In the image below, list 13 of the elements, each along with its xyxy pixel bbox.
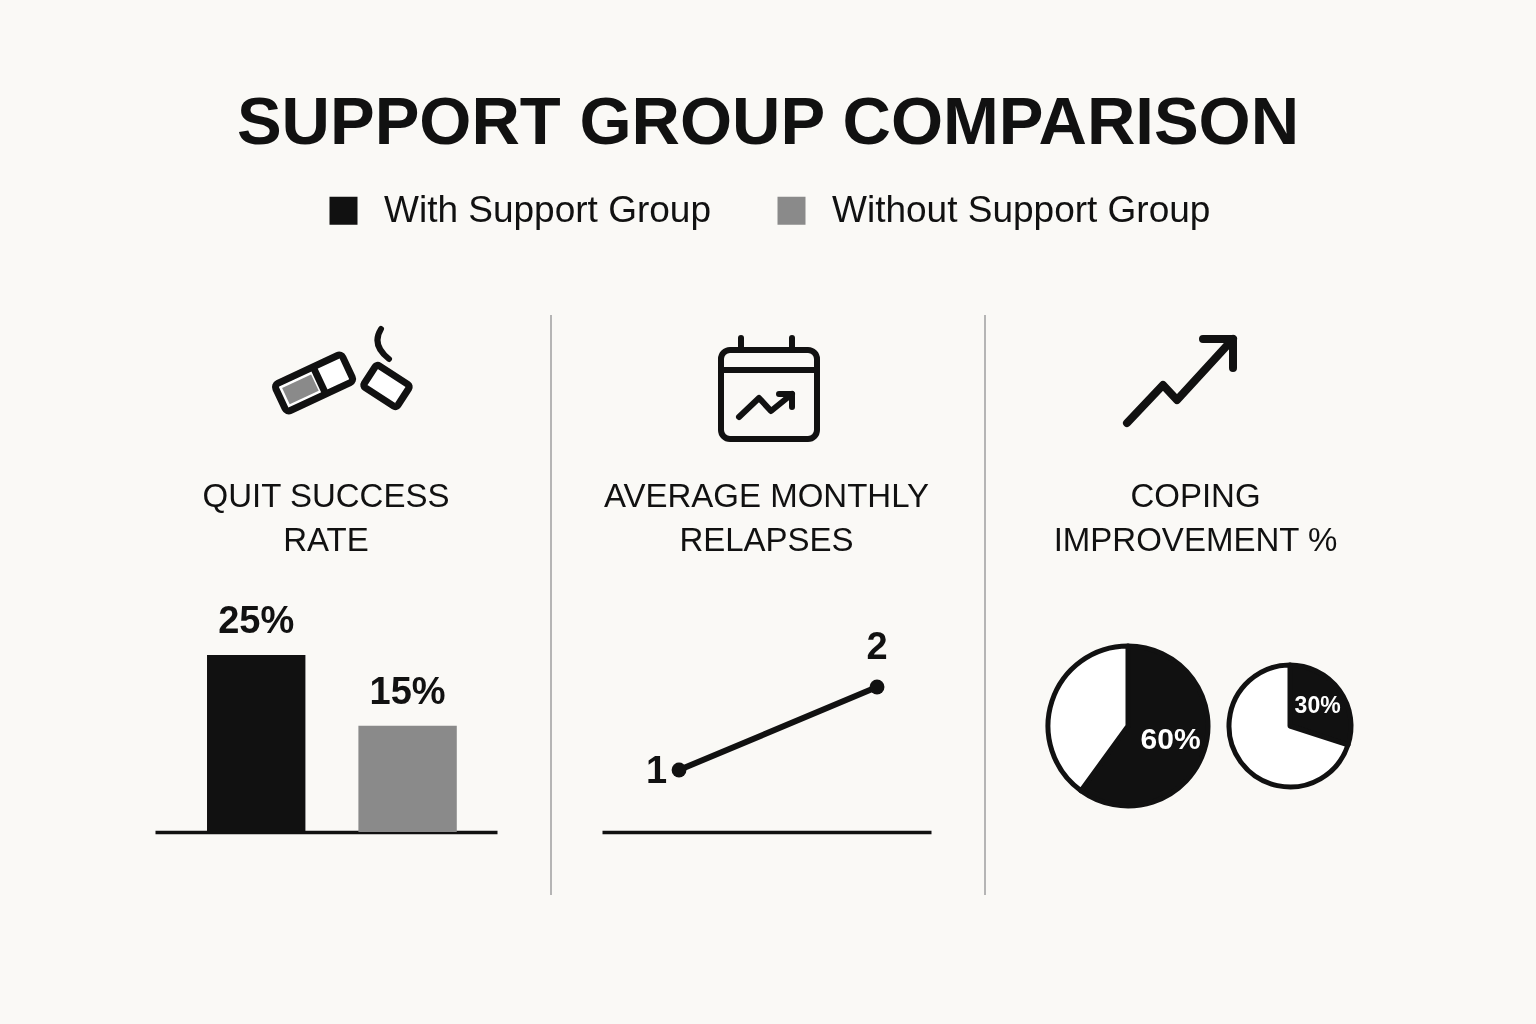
text: SUPPORT GROUP COMPARISON (236, 83, 1300, 158)
data-label: 30% (1294, 691, 1341, 718)
chart-title: AVERAGE MONTHLY RELAPSES (603, 477, 930, 558)
data-label: 2 (866, 625, 888, 667)
legend-label: Without Support Group (832, 188, 1211, 230)
data-label: 15% (369, 669, 446, 712)
legend-label: With Support Group (384, 188, 711, 230)
chart-title: COPING IMPROVEMENT % (1053, 477, 1338, 558)
pie-slice (1226, 662, 1351, 790)
chart-subtitle: QUIT SUCCESS RATE (202, 477, 450, 558)
data-label: 1 (645, 749, 668, 791)
data-label: 25% (218, 599, 295, 641)
data-label: 60% (1140, 721, 1201, 755)
